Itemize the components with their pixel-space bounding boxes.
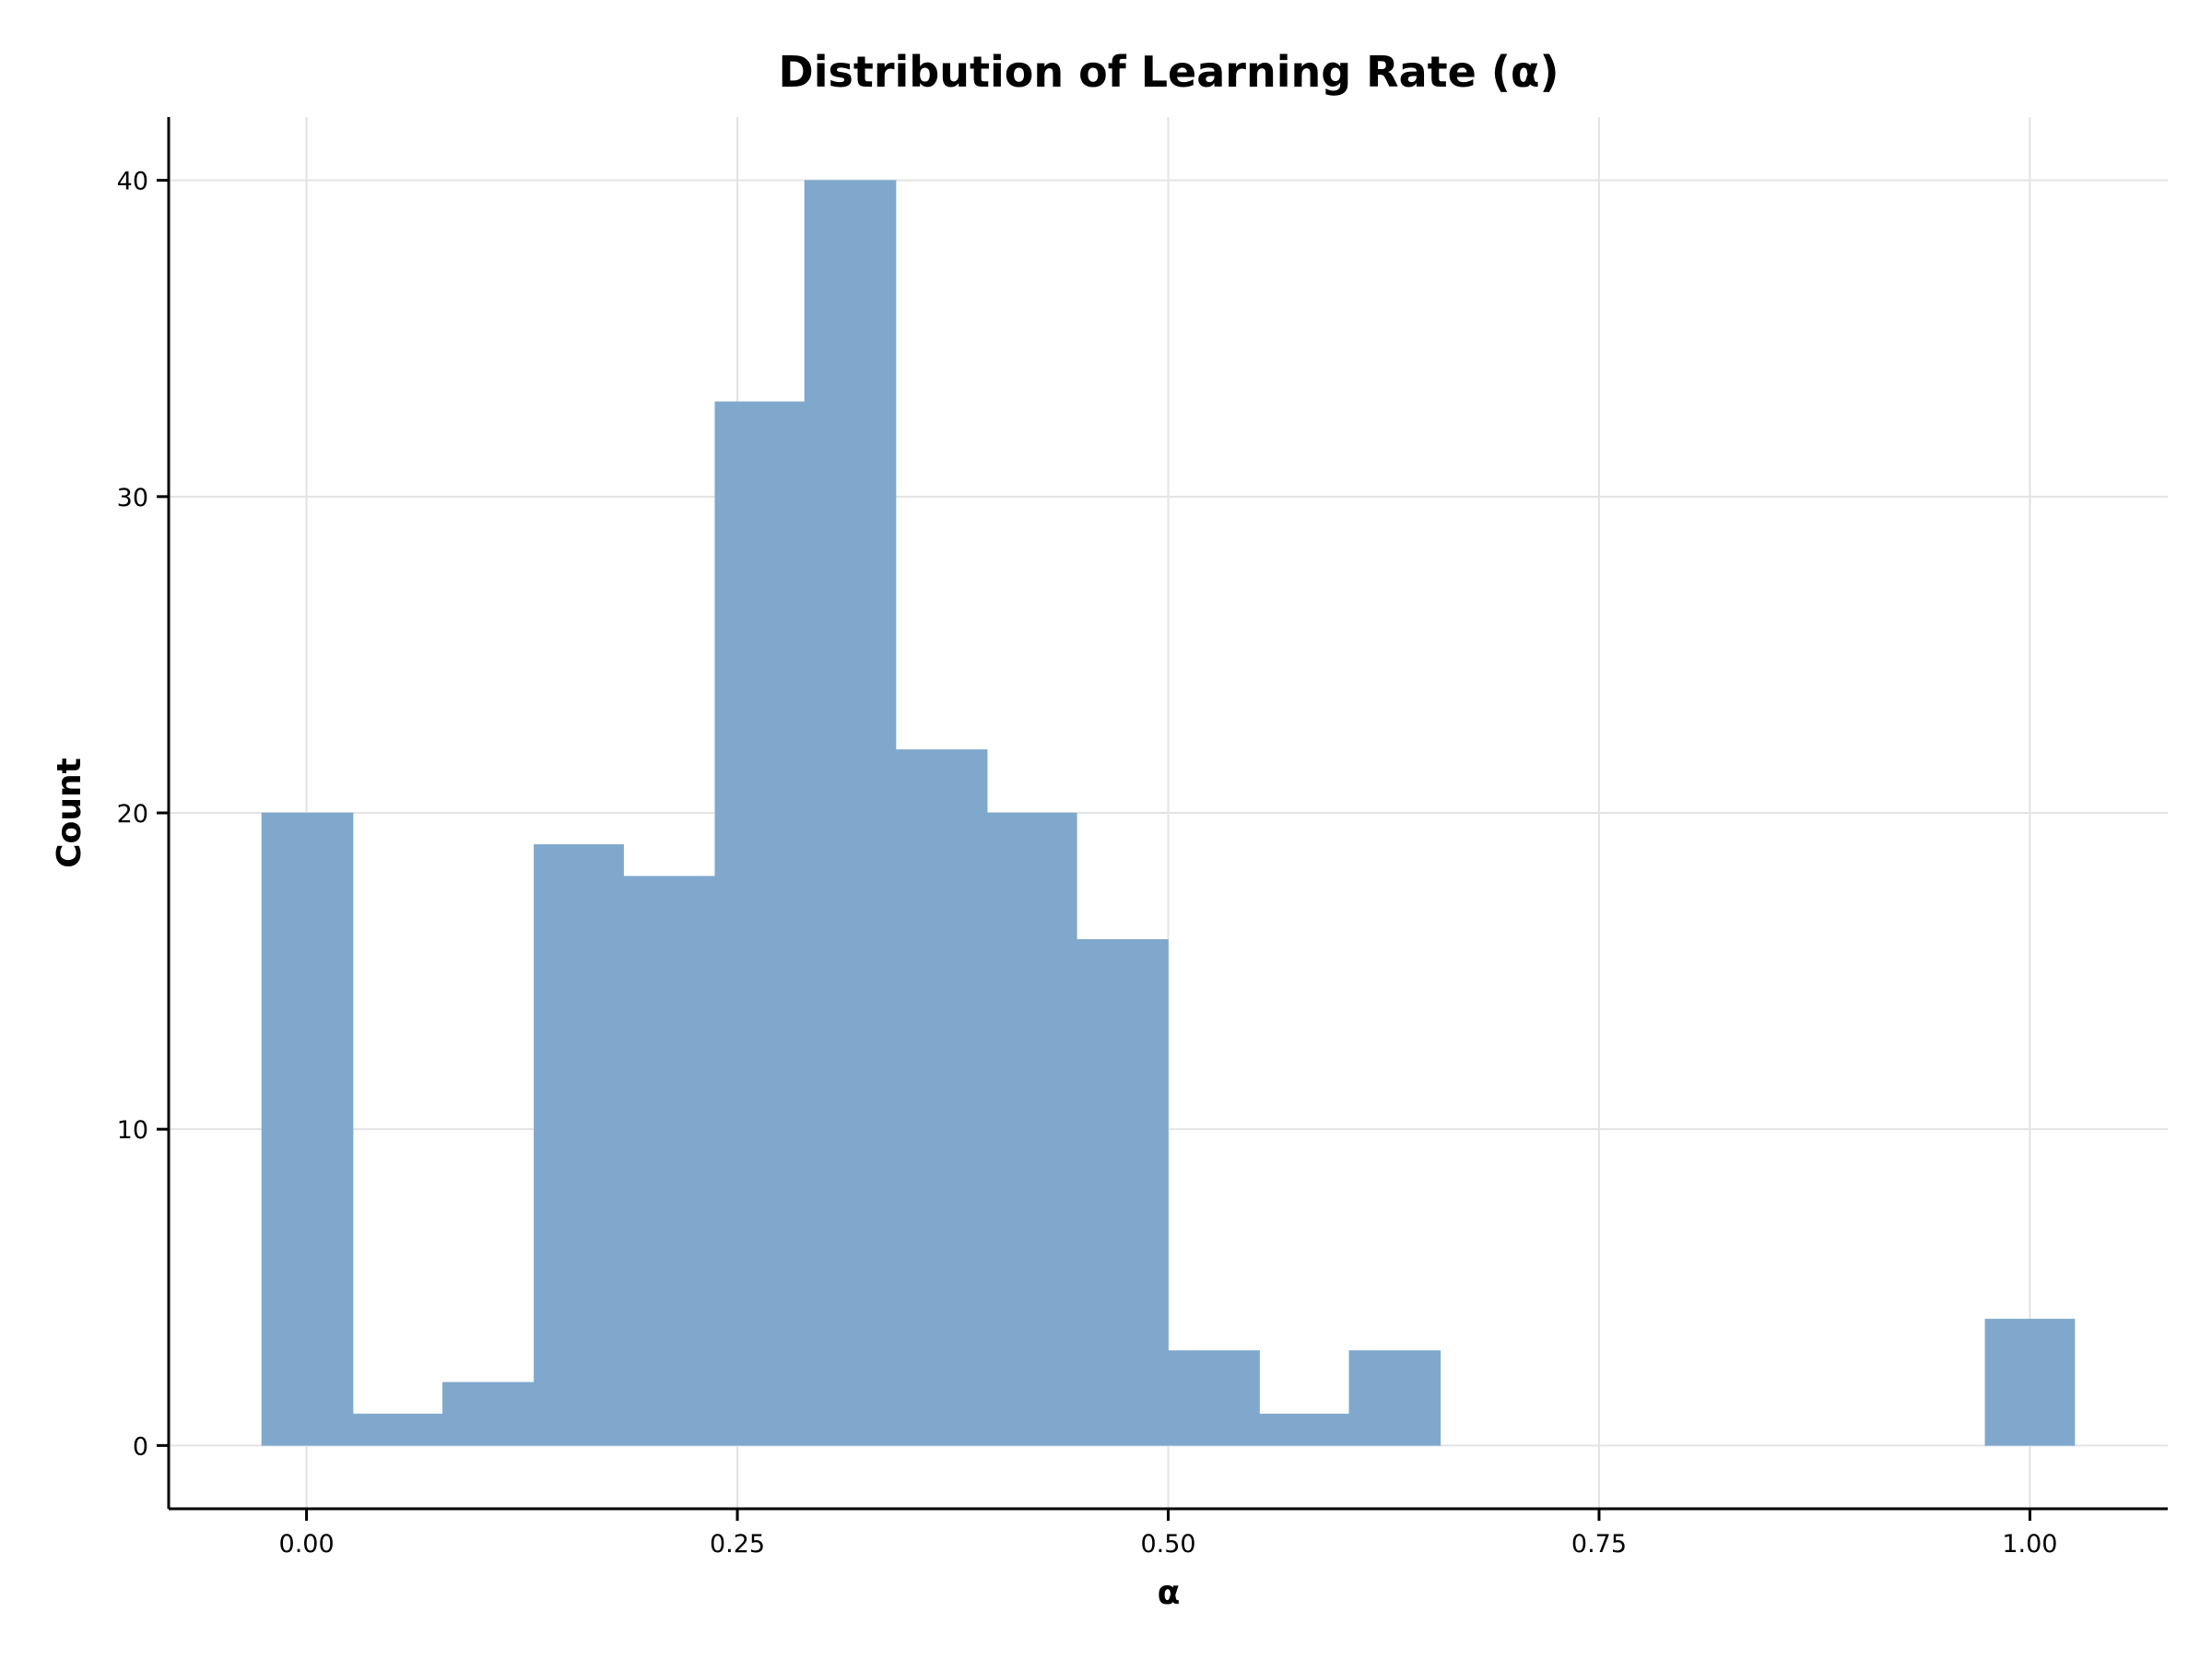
- y-axis-label: Count: [51, 758, 88, 868]
- histogram-bar-9: [1077, 939, 1169, 1446]
- x-tick-label-1: 0.25: [710, 1530, 765, 1559]
- x-axis-label: α: [1158, 1574, 1181, 1612]
- x-ticks: 0.00 0.25 0.50 0.75 1.00: [279, 1509, 2057, 1559]
- histogram-bar-0: [261, 812, 354, 1446]
- x-tick-label-4: 1.00: [2002, 1530, 2057, 1559]
- histogram-bar-1: [352, 1413, 443, 1446]
- x-tick-label-2: 0.50: [1140, 1530, 1195, 1559]
- histogram-bar-10: [1168, 1350, 1260, 1446]
- y-tick-label-0: 0: [133, 1432, 148, 1461]
- histogram-bar-8: [986, 812, 1077, 1446]
- y-tick-label-1: 10: [117, 1116, 148, 1145]
- chart-title: Distribution of Learning Rate (α): [779, 47, 1559, 97]
- histogram-bar-7: [895, 749, 988, 1446]
- histogram-bar-13: [1984, 1318, 2076, 1446]
- histogram-bar-12: [1348, 1350, 1441, 1446]
- y-tick-label-4: 40: [117, 168, 148, 196]
- y-tick-label-2: 20: [117, 800, 148, 829]
- histogram-bar-3: [534, 844, 624, 1446]
- histogram-bar-11: [1259, 1413, 1350, 1446]
- x-tick-label-0: 0.00: [279, 1530, 335, 1559]
- histogram-bar-5: [714, 401, 806, 1446]
- histogram-bars: [261, 180, 2076, 1446]
- y-ticks: 0 10 20 30 40: [117, 168, 169, 1461]
- histogram-bar-2: [442, 1382, 535, 1446]
- x-tick-label-3: 0.75: [1571, 1530, 1627, 1559]
- y-tick-label-3: 30: [117, 484, 148, 512]
- histogram-bar-4: [623, 876, 715, 1446]
- histogram-bar-6: [804, 180, 897, 1446]
